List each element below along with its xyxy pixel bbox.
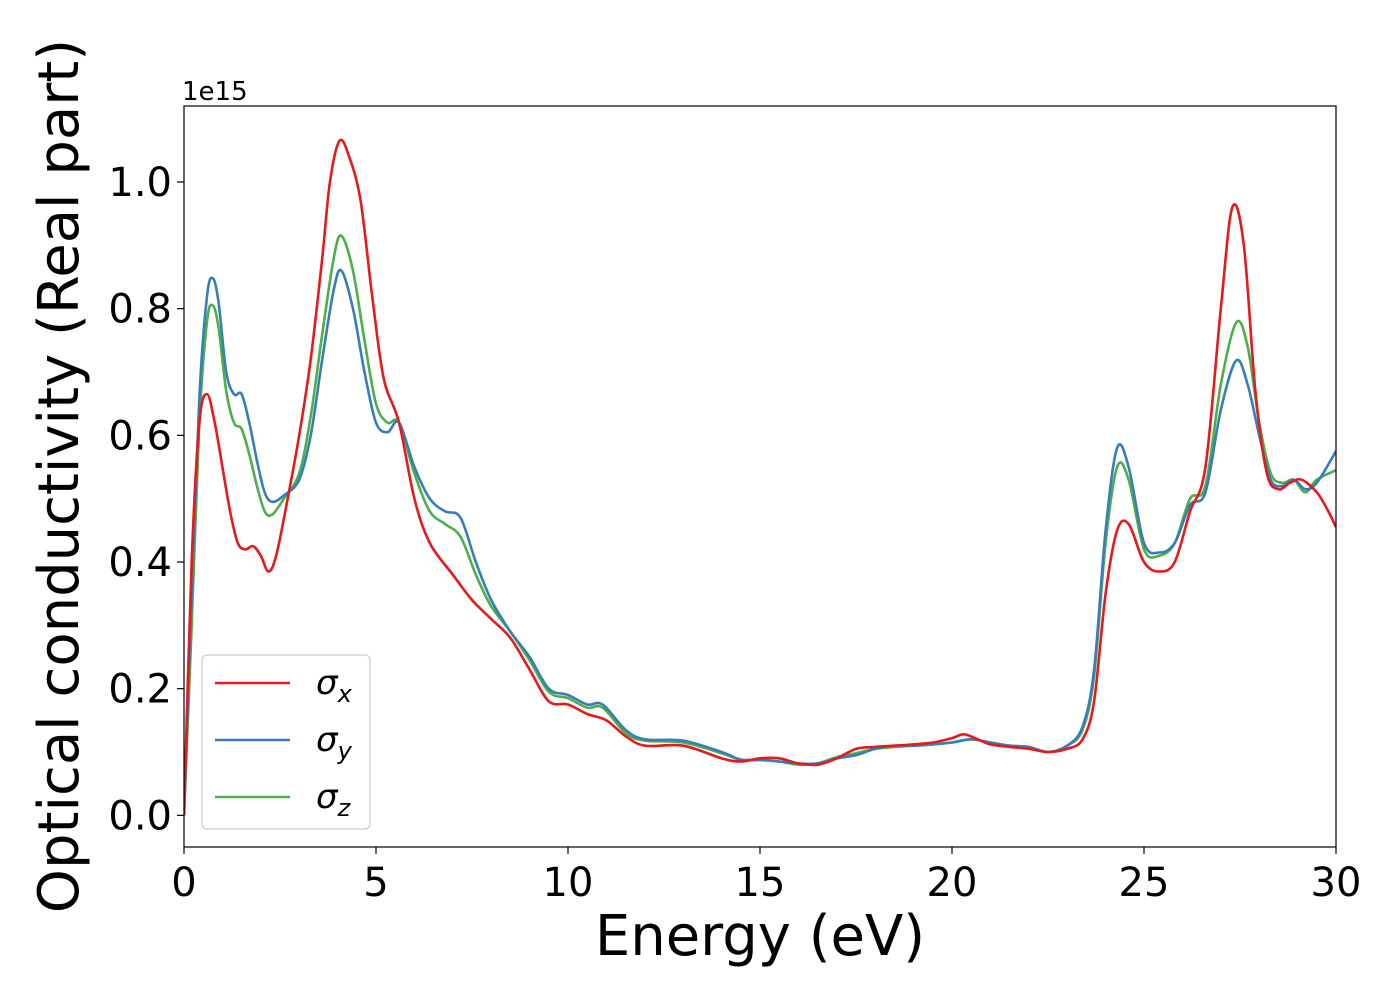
x-tick-label: 20: [927, 860, 978, 906]
x-tick-label: 30: [1311, 860, 1362, 906]
x-tick-label: 0: [171, 860, 196, 906]
x-tick-label: 25: [1119, 860, 1170, 906]
y-tick-label: 0.2: [108, 667, 172, 713]
series-layer: [184, 138, 1336, 816]
series-line-x: [184, 138, 1336, 816]
series-line-z: [184, 234, 1336, 816]
x-tick-label: 5: [363, 860, 388, 906]
y-tick-label: 0.6: [108, 413, 172, 459]
x-axis-title: Energy (eV): [595, 904, 925, 969]
x-tick-label: 10: [543, 860, 594, 906]
y-tick-label: 0.8: [108, 287, 172, 333]
y-axis-ticks: 0.0 0.2 0.4 0.6 0.8 1.0: [108, 160, 184, 839]
x-axis-ticks: 0 5 10 15 20 25 30: [171, 847, 1361, 906]
y-tick-label: 0.4: [108, 540, 172, 586]
x-tick-label: 15: [735, 860, 786, 906]
y-tick-label: 1.0: [108, 160, 172, 206]
legend-box: [201, 654, 371, 830]
y-axis-title: Optical conductivity (Real part): [27, 39, 92, 913]
series-line-y: [184, 268, 1336, 816]
y-tick-label: 0.0: [108, 793, 172, 839]
y-offset-text: 1e15: [182, 77, 248, 107]
